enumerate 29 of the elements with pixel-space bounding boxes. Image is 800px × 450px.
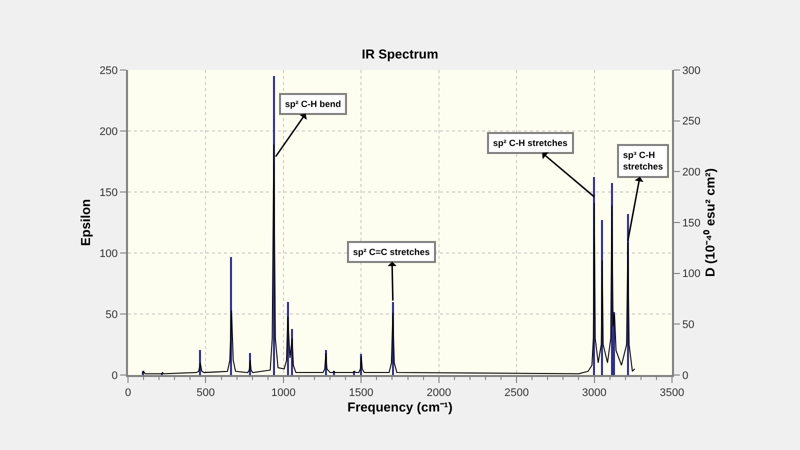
- y2-tick-label: 50: [682, 319, 694, 332]
- annotation: sp² C=C stretches: [353, 247, 430, 257]
- y-tick-label: 200: [99, 126, 118, 138]
- annotation: sp² C-H bend: [285, 99, 341, 109]
- x-tick-label: 500: [196, 387, 215, 400]
- y-tick-label: 50: [106, 308, 118, 321]
- x-tick-label: 2500: [504, 387, 529, 400]
- y-tick-label: 250: [99, 64, 118, 77]
- y2-tick-label: 0: [682, 370, 688, 382]
- x-tick-label: 0: [124, 387, 132, 400]
- y-tick-label: 150: [99, 186, 118, 199]
- y2-tick-label: 300: [682, 64, 701, 77]
- x-tick-label: 1500: [348, 387, 374, 400]
- y-axis-title: Epsilon: [78, 198, 93, 246]
- y2-tick-label: 100: [682, 268, 701, 280]
- y-tick-label: 0: [112, 370, 118, 382]
- annotation: sp² C-H stretches: [493, 138, 568, 148]
- y2-axis-title: D (10⁻⁴⁰ esu² cm²): [702, 168, 718, 277]
- y2-tick-label: 250: [682, 116, 701, 128]
- y2-tick-label: 150: [682, 217, 701, 230]
- x-tick-label: 1000: [271, 387, 296, 400]
- y2-tick-label: 200: [682, 166, 701, 179]
- annotation: sp³ C-H stretches: [623, 150, 664, 172]
- x-tick-label: 3000: [582, 387, 607, 400]
- x-tick-label: 2000: [426, 387, 452, 400]
- x-axis-title: Frequency (cm⁻¹): [347, 399, 453, 414]
- x-tick-label: 3500: [660, 387, 684, 400]
- chart-title: IR Spectrum: [362, 46, 438, 62]
- y-tick-label: 100: [99, 248, 118, 260]
